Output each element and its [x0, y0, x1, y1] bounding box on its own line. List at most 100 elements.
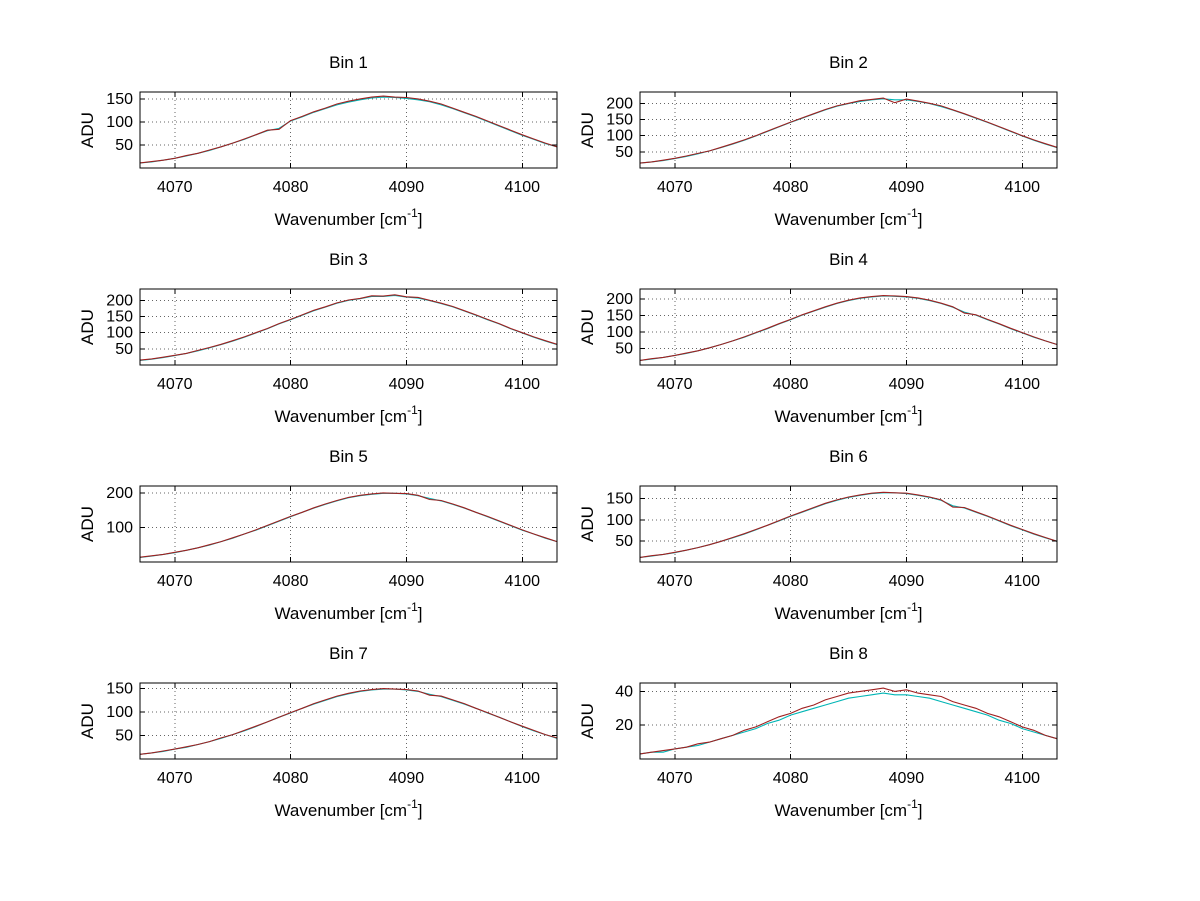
axis-box	[639, 91, 1058, 169]
y-tick-label: 150	[606, 307, 633, 324]
y-tick-label: 100	[606, 512, 633, 529]
y-tick-label: 100	[106, 704, 133, 721]
x-axis-label: Wavenumber [cm-1]	[275, 403, 423, 426]
chart-title: Bin 7	[329, 644, 368, 663]
subplot-bin-1: Bin 1 4070 4080 4090 4100 50 100 150 ADU Wavenumb…	[55, 42, 560, 232]
x-tick-label: 4100	[1004, 179, 1040, 196]
x-tick-label: 4080	[773, 573, 809, 590]
axis-box	[139, 682, 558, 760]
y-tick-label: 200	[106, 485, 133, 502]
x-tick-label: 4070	[157, 770, 193, 787]
chart-title: Bin 5	[329, 447, 368, 466]
x-tick-label: 4090	[889, 573, 925, 590]
y-tick-label: 50	[115, 341, 133, 358]
chart-title: Bin 8	[829, 644, 868, 663]
bin-3-series-1-line	[139, 294, 558, 362]
x-axis-label: Wavenumber [cm-1]	[275, 600, 423, 623]
subplot-bin-4: Bin 4 4070 4080 4090 4100 50 100 150 200 ADU Waven…	[555, 239, 1060, 429]
x-tick-label: 4080	[773, 770, 809, 787]
x-tick-label: 4100	[1004, 376, 1040, 393]
x-tick-label: 4080	[273, 376, 309, 393]
x-tick-label: 4090	[389, 770, 425, 787]
x-axis-label: Wavenumber [cm-1]	[775, 206, 923, 229]
x-tick-label: 4070	[657, 179, 693, 196]
y-axis-label: ADU	[78, 309, 97, 345]
y-tick-label: 50	[615, 340, 633, 357]
x-axis-label: Wavenumber [cm-1]	[775, 403, 923, 426]
bin-1-series-1-line	[139, 96, 558, 164]
x-axis-label: Wavenumber [cm-1]	[775, 600, 923, 623]
subplot-bin-2: Bin 2 4070 4080 4090 4100 50 100 150 200 ADU Waven…	[555, 42, 1060, 232]
y-tick-label: 150	[106, 91, 133, 108]
chart-title: Bin 6	[829, 447, 868, 466]
chart-bin-7: Bin 7 4070 4080 4090 4100 50 100 150 ADU Wavenumb…	[78, 644, 558, 820]
chart-title: Bin 1	[329, 53, 368, 72]
x-tick-label: 4070	[657, 376, 693, 393]
y-tick-label: 50	[615, 144, 633, 161]
y-axis-label: ADU	[578, 309, 597, 345]
x-tick-label: 4070	[157, 179, 193, 196]
y-tick-label: 200	[106, 292, 133, 309]
y-tick-label: 100	[106, 519, 133, 536]
x-tick-label: 4100	[504, 376, 540, 393]
chart-bin-6: Bin 6 4070 4080 4090 4100 50 100 150 ADU Wavenumb…	[578, 447, 1058, 623]
x-tick-label: 4090	[889, 376, 925, 393]
subplot-bin-6: Bin 6 4070 4080 4090 4100 50 100 150 ADU Wavenumb…	[555, 436, 1060, 626]
x-tick-label: 4080	[273, 770, 309, 787]
y-axis-label: ADU	[78, 112, 97, 148]
y-tick-label: 100	[606, 128, 633, 145]
y-axis-label: ADU	[78, 703, 97, 739]
x-tick-label: 4100	[1004, 770, 1040, 787]
axis-box	[139, 288, 558, 366]
subplot-bin-5: Bin 5 4070 4080 4090 4100 100 200 ADU Wavenumber…	[55, 436, 560, 626]
x-tick-label: 4100	[504, 770, 540, 787]
chart-title: Bin 3	[329, 250, 368, 269]
axis-box	[139, 485, 558, 563]
y-axis-label: ADU	[578, 506, 597, 542]
bin-8-series-2-line	[639, 687, 1058, 755]
x-tick-label: 4090	[389, 573, 425, 590]
axis-box	[139, 91, 558, 169]
chart-title: Bin 4	[829, 250, 868, 269]
axis-box	[639, 682, 1058, 760]
y-tick-label: 150	[606, 111, 633, 128]
subplot-bin-3: Bin 3 4070 4080 4090 4100 50 100 150 200 ADU Waven…	[55, 239, 560, 429]
axis-box	[639, 485, 1058, 563]
bin-6-series-2-line	[639, 491, 1058, 558]
x-tick-label: 4080	[773, 376, 809, 393]
bin-1-series-2-line	[139, 95, 558, 164]
chart-bin-5: Bin 5 4070 4080 4090 4100 100 200 ADU Wavenumber…	[78, 447, 558, 623]
bin-3-series-2-line	[139, 294, 558, 361]
bin-2-series-2-line	[639, 97, 1058, 164]
y-tick-label: 40	[615, 683, 633, 700]
y-tick-label: 100	[606, 324, 633, 341]
x-tick-label: 4080	[273, 573, 309, 590]
y-tick-label: 150	[106, 308, 133, 325]
subplot-bin-7: Bin 7 4070 4080 4090 4100 50 100 150 ADU Wavenumb…	[55, 633, 560, 823]
axis-box	[639, 288, 1058, 366]
y-axis-label: ADU	[578, 703, 597, 739]
y-tick-label: 150	[606, 491, 633, 508]
y-tick-label: 50	[615, 533, 633, 550]
x-tick-label: 4100	[504, 573, 540, 590]
bin-8-series-1-line	[639, 692, 1058, 755]
y-axis-label: ADU	[78, 506, 97, 542]
x-tick-label: 4080	[773, 179, 809, 196]
bin-7-series-2-line	[139, 688, 558, 755]
x-tick-label: 4090	[889, 179, 925, 196]
chart-title: Bin 2	[829, 53, 868, 72]
y-tick-label: 100	[106, 325, 133, 342]
bin-6-series-1-line	[639, 492, 1058, 558]
y-tick-label: 100	[106, 114, 133, 131]
x-tick-label: 4090	[889, 770, 925, 787]
bin-2-series-1-line	[639, 98, 1058, 164]
y-tick-label: 50	[115, 137, 133, 154]
bin-5-series-1-line	[139, 492, 558, 559]
y-tick-label: 150	[106, 681, 133, 698]
y-tick-label: 20	[615, 717, 633, 734]
bin-4-series-2-line	[639, 295, 1058, 361]
x-tick-label: 4080	[273, 179, 309, 196]
